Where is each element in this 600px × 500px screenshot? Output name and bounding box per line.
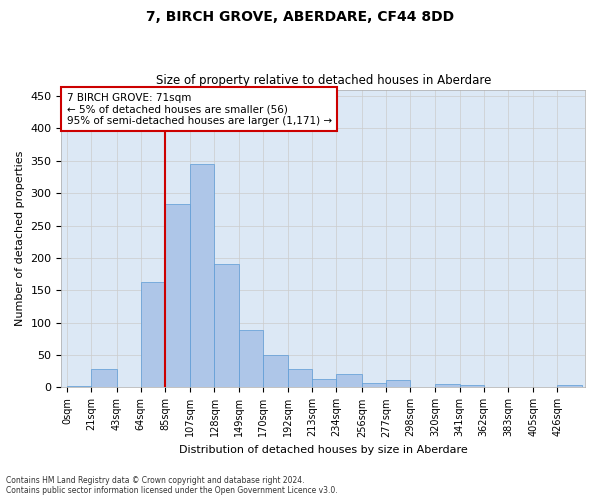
Bar [460,385,484,388]
Bar [165,204,190,388]
Bar [362,383,386,388]
Bar [239,330,263,388]
Bar [190,164,214,388]
X-axis label: Distribution of detached houses by size in Aberdare: Distribution of detached houses by size … [179,445,467,455]
Text: 7 BIRCH GROVE: 71sqm
← 5% of detached houses are smaller (56)
95% of semi-detach: 7 BIRCH GROVE: 71sqm ← 5% of detached ho… [67,92,332,126]
Bar [263,355,288,388]
Bar [214,264,239,388]
Y-axis label: Number of detached properties: Number of detached properties [15,151,25,326]
Bar [436,384,460,388]
Bar [67,386,91,388]
Bar [141,282,165,388]
Bar [337,374,362,388]
Bar [557,385,581,388]
Bar [312,379,337,388]
Text: Contains HM Land Registry data © Crown copyright and database right 2024.
Contai: Contains HM Land Registry data © Crown c… [6,476,338,495]
Text: 7, BIRCH GROVE, ABERDARE, CF44 8DD: 7, BIRCH GROVE, ABERDARE, CF44 8DD [146,10,454,24]
Bar [91,370,116,388]
Bar [288,370,312,388]
Title: Size of property relative to detached houses in Aberdare: Size of property relative to detached ho… [155,74,491,87]
Bar [386,380,410,388]
